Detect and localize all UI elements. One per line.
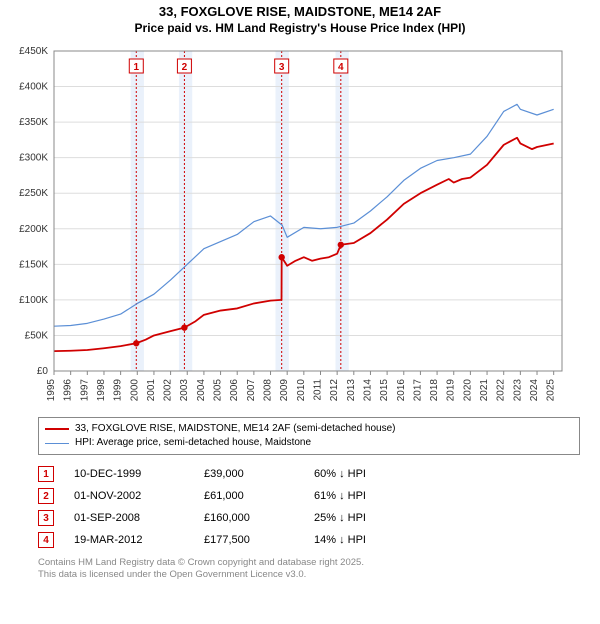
svg-text:2003: 2003 (179, 379, 190, 402)
svg-text:2013: 2013 (346, 379, 357, 402)
sale-date: 10-DEC-1999 (74, 468, 184, 480)
attribution-line2: This data is licensed under the Open Gov… (38, 569, 580, 581)
sale-diff: 61% ↓ HPI (314, 490, 414, 502)
svg-text:2004: 2004 (196, 379, 207, 402)
chart-title: 33, FOXGLOVE RISE, MAIDSTONE, ME14 2AF P… (0, 4, 600, 35)
svg-text:2020: 2020 (462, 379, 473, 402)
svg-text:£350K: £350K (19, 117, 48, 128)
svg-text:2017: 2017 (412, 379, 423, 402)
sale-price: £61,000 (204, 490, 294, 502)
svg-text:2023: 2023 (512, 379, 523, 402)
attribution-line1: Contains HM Land Registry data © Crown c… (38, 557, 580, 569)
svg-text:2006: 2006 (229, 379, 240, 402)
sale-marker: 2 (38, 488, 54, 504)
svg-text:£100K: £100K (19, 295, 48, 306)
svg-text:2014: 2014 (362, 379, 373, 402)
svg-text:2018: 2018 (429, 379, 440, 402)
legend-label: 33, FOXGLOVE RISE, MAIDSTONE, ME14 2AF (… (75, 422, 396, 436)
sale-price: £39,000 (204, 468, 294, 480)
svg-text:2022: 2022 (496, 379, 507, 402)
svg-text:4: 4 (338, 62, 344, 73)
svg-text:£400K: £400K (19, 82, 48, 93)
svg-text:2008: 2008 (263, 379, 274, 402)
svg-text:3: 3 (279, 62, 285, 73)
svg-text:2: 2 (182, 62, 188, 73)
svg-text:£300K: £300K (19, 153, 48, 164)
legend: 33, FOXGLOVE RISE, MAIDSTONE, ME14 2AF (… (38, 417, 580, 455)
sale-marker: 3 (38, 510, 54, 526)
svg-text:1995: 1995 (46, 379, 57, 402)
sales-row: 1 10-DEC-1999 £39,000 60% ↓ HPI (38, 463, 580, 485)
svg-text:£250K: £250K (19, 188, 48, 199)
svg-text:1998: 1998 (96, 379, 107, 402)
legend-row: 33, FOXGLOVE RISE, MAIDSTONE, ME14 2AF (… (45, 422, 573, 436)
title-line2: Price paid vs. HM Land Registry's House … (0, 21, 600, 35)
sales-row: 4 19-MAR-2012 £177,500 14% ↓ HPI (38, 529, 580, 551)
svg-text:2002: 2002 (163, 379, 174, 402)
legend-swatch (45, 443, 69, 444)
svg-text:£450K: £450K (19, 46, 48, 57)
svg-text:2005: 2005 (213, 379, 224, 402)
sales-row: 2 01-NOV-2002 £61,000 61% ↓ HPI (38, 485, 580, 507)
sales-row: 3 01-SEP-2008 £160,000 25% ↓ HPI (38, 507, 580, 529)
chart-svg: £0 £50K £100K £150K £200K £250K £300K £350K £400… (12, 43, 572, 413)
svg-text:2012: 2012 (329, 379, 340, 402)
sale-price: £160,000 (204, 512, 294, 524)
sale-date: 01-NOV-2002 (74, 490, 184, 502)
legend-swatch (45, 428, 69, 430)
svg-text:1: 1 (133, 62, 139, 73)
sale-marker: 1 (38, 466, 54, 482)
svg-text:1997: 1997 (79, 379, 90, 402)
svg-text:£200K: £200K (19, 224, 48, 235)
sale-diff: 60% ↓ HPI (314, 468, 414, 480)
svg-text:2000: 2000 (129, 379, 140, 402)
svg-text:1996: 1996 (63, 379, 74, 402)
sale-date: 19-MAR-2012 (74, 534, 184, 546)
svg-text:£50K: £50K (25, 330, 49, 341)
sale-date: 01-SEP-2008 (74, 512, 184, 524)
legend-row: HPI: Average price, semi-detached house,… (45, 436, 573, 450)
sale-diff: 14% ↓ HPI (314, 534, 414, 546)
sale-marker: 4 (38, 532, 54, 548)
sales-table: 1 10-DEC-1999 £39,000 60% ↓ HPI 2 01-NOV-2002… (38, 463, 580, 551)
svg-text:2021: 2021 (479, 379, 490, 402)
sale-diff: 25% ↓ HPI (314, 512, 414, 524)
svg-text:2007: 2007 (246, 379, 257, 402)
chart-area: £0 £50K £100K £150K £200K £250K £300K £350K £400… (12, 43, 588, 413)
sale-price: £177,500 (204, 534, 294, 546)
svg-text:1999: 1999 (113, 379, 124, 402)
svg-text:£0: £0 (37, 366, 49, 377)
title-line1: 33, FOXGLOVE RISE, MAIDSTONE, ME14 2AF (0, 4, 600, 19)
svg-text:2009: 2009 (279, 379, 290, 402)
legend-label: HPI: Average price, semi-detached house,… (75, 436, 311, 450)
svg-text:2016: 2016 (396, 379, 407, 402)
attribution: Contains HM Land Registry data © Crown c… (38, 557, 580, 581)
svg-text:2011: 2011 (312, 379, 323, 401)
svg-text:£150K: £150K (19, 259, 48, 270)
svg-text:2019: 2019 (446, 379, 457, 402)
svg-text:2015: 2015 (379, 379, 390, 402)
svg-text:2025: 2025 (546, 379, 557, 402)
svg-text:2024: 2024 (529, 379, 540, 402)
svg-text:2010: 2010 (296, 379, 307, 402)
svg-text:2001: 2001 (146, 379, 157, 402)
